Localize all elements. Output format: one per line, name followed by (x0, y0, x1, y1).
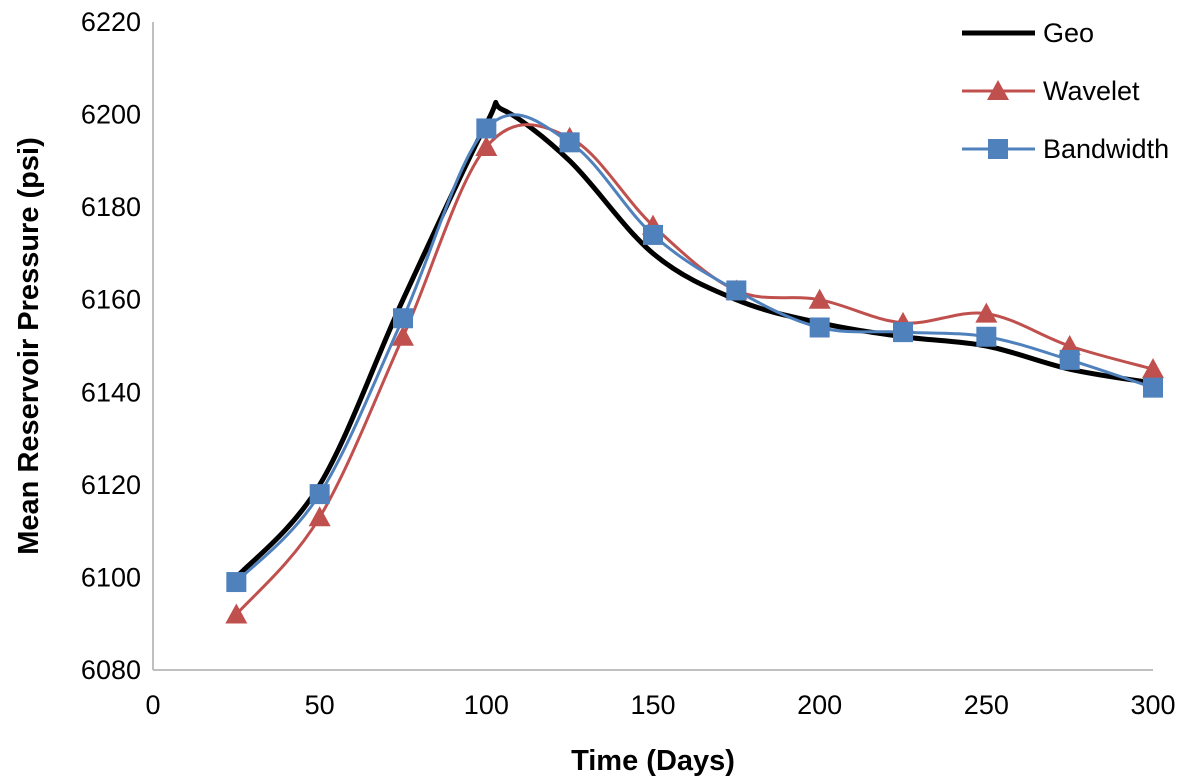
series-layer (225, 100, 1164, 624)
data-point-wavelet (1142, 358, 1164, 379)
data-point-wavelet (225, 603, 248, 624)
x-tick-label: 250 (964, 690, 1009, 720)
data-point-bandwidth (476, 118, 497, 139)
x-tick-label: 300 (1130, 690, 1175, 720)
y-tick-label: 6160 (81, 285, 141, 315)
data-point-wavelet (475, 135, 498, 156)
data-point-bandwidth (726, 280, 747, 301)
y-tick-label: 6220 (81, 7, 141, 37)
data-point-bandwidth (1059, 349, 1080, 370)
x-tick-label: 150 (630, 690, 675, 720)
data-point-wavelet (392, 325, 414, 346)
x-tick-label: 100 (464, 690, 509, 720)
y-tick-label: 6120 (81, 470, 141, 500)
data-point-bandwidth (559, 132, 580, 153)
axes (152, 22, 1153, 671)
y-tick-label: 6080 (81, 655, 141, 685)
y-tick-labels: 6080 6100 6120 6140 6160 6180 6200 6220 (81, 7, 141, 685)
legend-label-wavelet: Wavelet (1043, 76, 1140, 106)
data-point-wavelet (808, 288, 831, 309)
data-point-bandwidth (893, 322, 913, 343)
y-tick-label: 6100 (81, 562, 141, 592)
x-tick-label: 200 (797, 690, 842, 720)
data-point-wavelet (308, 506, 331, 527)
x-tick-label: 0 (145, 690, 160, 720)
legend: Geo Wavelet Bandwidth (962, 18, 1169, 164)
legend-label-bandwidth: Bandwidth (1043, 134, 1169, 164)
y-tick-label: 6200 (81, 100, 141, 130)
data-point-bandwidth (809, 317, 830, 338)
data-point-wavelet (975, 302, 998, 323)
x-tick-labels: 0 50 100 150 200 250 300 (145, 690, 1175, 720)
legend-marker-bandwidth (988, 139, 1008, 159)
y-tick-label: 6140 (81, 377, 141, 407)
x-tick-label: 50 (305, 690, 335, 720)
y-axis-title: Mean Reservoir Pressure (psi) (13, 137, 45, 554)
series-line-bandwidth (235, 113, 1154, 584)
series-geo (234, 100, 1154, 580)
data-point-bandwidth (393, 308, 413, 329)
y-tick-label: 6180 (81, 192, 141, 222)
data-point-bandwidth (226, 572, 247, 593)
x-axis-title: Time (Days) (571, 745, 735, 777)
legend-marker-wavelet (987, 80, 1009, 100)
series-line-geo (234, 100, 1154, 580)
data-point-bandwidth (976, 326, 997, 347)
series-wavelet (225, 123, 1164, 624)
data-point-bandwidth (643, 224, 663, 245)
data-point-bandwidth (309, 484, 330, 505)
series-bandwidth (226, 113, 1163, 593)
legend-label-geo: Geo (1043, 18, 1094, 48)
data-point-bandwidth (1143, 377, 1163, 398)
